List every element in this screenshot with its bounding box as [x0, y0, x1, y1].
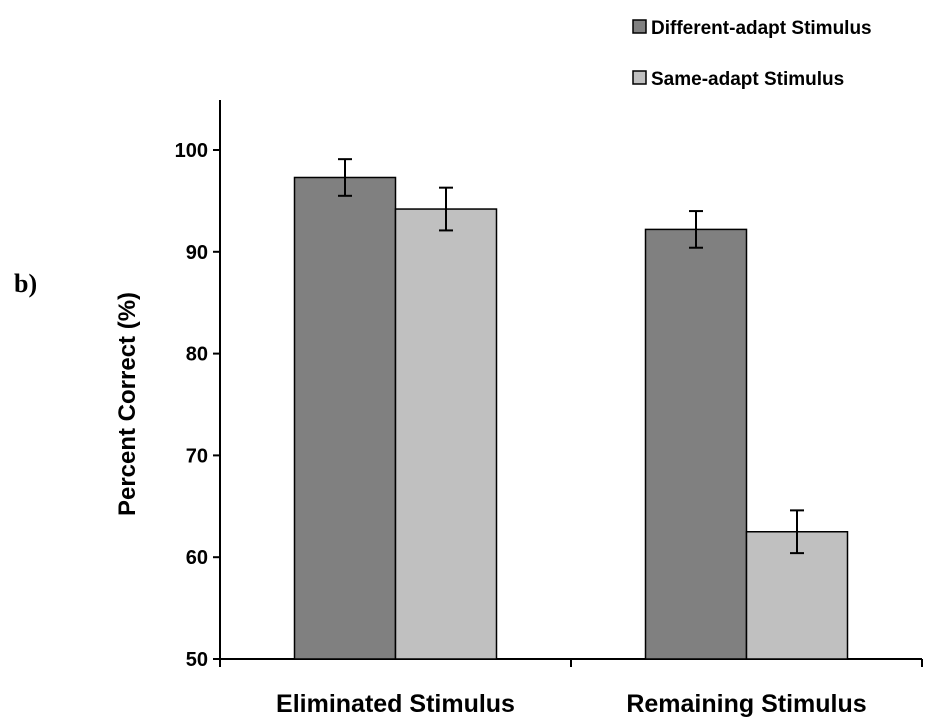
legend: Different-adapt Stimulus Same-adapt Stim…: [632, 18, 872, 90]
legend-label-series-1: Same-adapt Stimulus: [651, 69, 844, 90]
y-tick-label: 100: [175, 140, 208, 162]
legend-swatch-series-0: [632, 19, 647, 34]
bar-0-1: [644, 228, 748, 660]
y-tick-label: 90: [186, 242, 208, 264]
panel-label: b): [14, 269, 37, 298]
y-tick-label: 70: [186, 445, 208, 467]
y-axis-title: Percent Correct (%): [114, 292, 141, 516]
x-category-label: Eliminated Stimulus: [276, 690, 515, 718]
legend-swatch-series-1: [632, 70, 647, 85]
bar-1-0: [394, 208, 498, 660]
y-tick-label: 60: [186, 547, 208, 569]
legend-label-series-0: Different-adapt Stimulus: [651, 18, 872, 39]
x-category-label: Remaining Stimulus: [626, 690, 866, 718]
y-tick-label: 80: [186, 344, 208, 366]
plot-area: 50 60 70 80 90 100 Eliminated Stimulus Remainin…: [175, 100, 923, 718]
bar-0-0: [293, 176, 397, 660]
y-tick-label: 50: [186, 649, 208, 671]
